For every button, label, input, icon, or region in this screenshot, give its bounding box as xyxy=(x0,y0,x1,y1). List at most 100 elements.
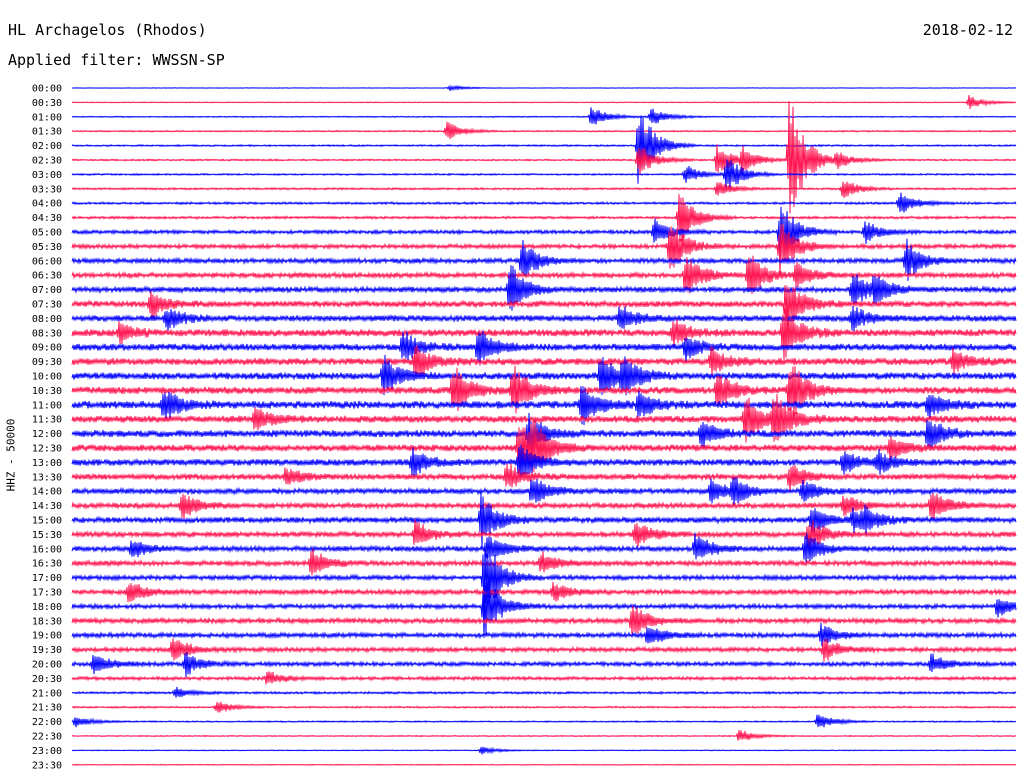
row-time-label: 07:00 xyxy=(32,285,62,296)
trace-line xyxy=(71,714,1017,728)
trace-line xyxy=(71,192,1017,213)
trace-line xyxy=(71,159,1017,189)
trace-line xyxy=(71,265,1017,311)
row-time-label: 21:30 xyxy=(32,703,62,714)
row-time-label: 05:00 xyxy=(32,228,62,239)
trace-line xyxy=(71,730,1017,741)
row-time-label: 13:30 xyxy=(32,472,62,483)
row-time-label: 07:30 xyxy=(32,300,62,311)
row-time-label: 14:00 xyxy=(32,487,62,498)
row-time-label: 08:00 xyxy=(32,314,62,325)
trace-line xyxy=(71,605,1017,635)
row-time-label: 10:00 xyxy=(32,372,62,383)
row-time-label: 02:30 xyxy=(32,156,62,167)
row-time-label: 13:00 xyxy=(32,458,62,469)
date-label: 2018-02-12 xyxy=(922,21,1013,39)
trace-line xyxy=(71,181,1017,198)
row-time-label: 23:00 xyxy=(32,746,62,757)
row-time-label: 04:30 xyxy=(32,213,62,224)
trace-line xyxy=(71,345,1017,380)
row-time-label: 11:00 xyxy=(32,400,62,411)
trace-line xyxy=(71,394,1017,443)
row-time-label: 04:00 xyxy=(32,199,62,210)
trace-line xyxy=(71,84,1017,92)
row-time-label: 09:00 xyxy=(32,343,62,354)
trace-line xyxy=(71,365,1017,417)
station-title: HL Archagelos (Rhodos) xyxy=(8,21,207,39)
trace-line xyxy=(71,223,1017,276)
trace-line xyxy=(71,686,1017,698)
filter-label: Applied filter: WWSSN-SP xyxy=(8,51,225,69)
trace-line xyxy=(71,420,1017,481)
trace-line xyxy=(71,746,1017,755)
row-time-label: 22:30 xyxy=(32,732,62,743)
trace-line xyxy=(71,330,1017,366)
trace-line xyxy=(71,121,1017,140)
row-time-label: 21:00 xyxy=(32,688,62,699)
trace-line xyxy=(71,194,1017,242)
row-time-label: 00:00 xyxy=(32,84,62,95)
trace-line xyxy=(71,701,1017,713)
row-time-label: 10:30 xyxy=(32,386,62,397)
row-time-label: 17:30 xyxy=(32,588,62,599)
trace-line xyxy=(71,308,1017,361)
row-time-label: 20:30 xyxy=(32,674,62,685)
trace-line xyxy=(71,386,1017,426)
trace-line xyxy=(71,548,1017,576)
row-time-label: 15:00 xyxy=(32,516,62,527)
row-time-label: 06:00 xyxy=(32,256,62,267)
trace-line xyxy=(71,101,1017,214)
row-time-label: 18:00 xyxy=(32,602,62,613)
trace-line xyxy=(71,115,1017,184)
trace-line xyxy=(71,238,1017,281)
trace-line xyxy=(71,206,1017,263)
trace-line xyxy=(71,532,1017,563)
trace-line xyxy=(71,354,1017,396)
trace-line xyxy=(71,95,1017,109)
trace-line xyxy=(71,492,1017,521)
trace-line xyxy=(71,622,1017,647)
row-time-label: 18:30 xyxy=(32,616,62,627)
row-time-label: 03:30 xyxy=(32,184,62,195)
row-time-label: 16:30 xyxy=(32,559,62,570)
trace-line xyxy=(71,671,1017,685)
trace-line xyxy=(71,305,1017,332)
row-time-label: 12:30 xyxy=(32,444,62,455)
trace-line xyxy=(71,580,1017,639)
row-time-label: 00:30 xyxy=(32,98,62,109)
row-time-label: 09:30 xyxy=(32,357,62,368)
row-time-label: 05:30 xyxy=(32,242,62,253)
row-time-label: 23:30 xyxy=(32,760,62,771)
trace-line xyxy=(71,638,1017,662)
row-time-label: 15:30 xyxy=(32,530,62,541)
trace-line xyxy=(71,444,1017,482)
row-time-label: 06:30 xyxy=(32,271,62,282)
row-time-label: 17:00 xyxy=(32,573,62,584)
row-time-label: 12:00 xyxy=(32,429,62,440)
row-time-label: 20:00 xyxy=(32,660,62,671)
trace-line xyxy=(71,412,1017,453)
row-time-label: 01:30 xyxy=(32,127,62,138)
row-time-label: 19:30 xyxy=(32,645,62,656)
trace-line xyxy=(71,581,1017,602)
row-time-label: 01:00 xyxy=(32,112,62,123)
row-time-label: 02:00 xyxy=(32,141,62,152)
trace-line xyxy=(71,519,1017,550)
row-time-label: 19:00 xyxy=(32,631,62,642)
trace-line xyxy=(71,107,1017,125)
row-time-label: 11:30 xyxy=(32,415,62,426)
row-time-label: 22:00 xyxy=(32,717,62,728)
row-time-label: 16:00 xyxy=(32,544,62,555)
row-time-label: 08:30 xyxy=(32,328,62,339)
trace-line xyxy=(71,463,1017,493)
trace-line xyxy=(71,477,1017,507)
trace-line xyxy=(71,492,1017,548)
trace-line xyxy=(71,652,1017,677)
trace-line xyxy=(71,763,1017,766)
row-time-label: 14:30 xyxy=(32,501,62,512)
row-time-label: 03:00 xyxy=(32,170,62,181)
trace-line xyxy=(71,285,1017,332)
trace-line xyxy=(71,542,1017,619)
trace-line xyxy=(71,255,1017,295)
